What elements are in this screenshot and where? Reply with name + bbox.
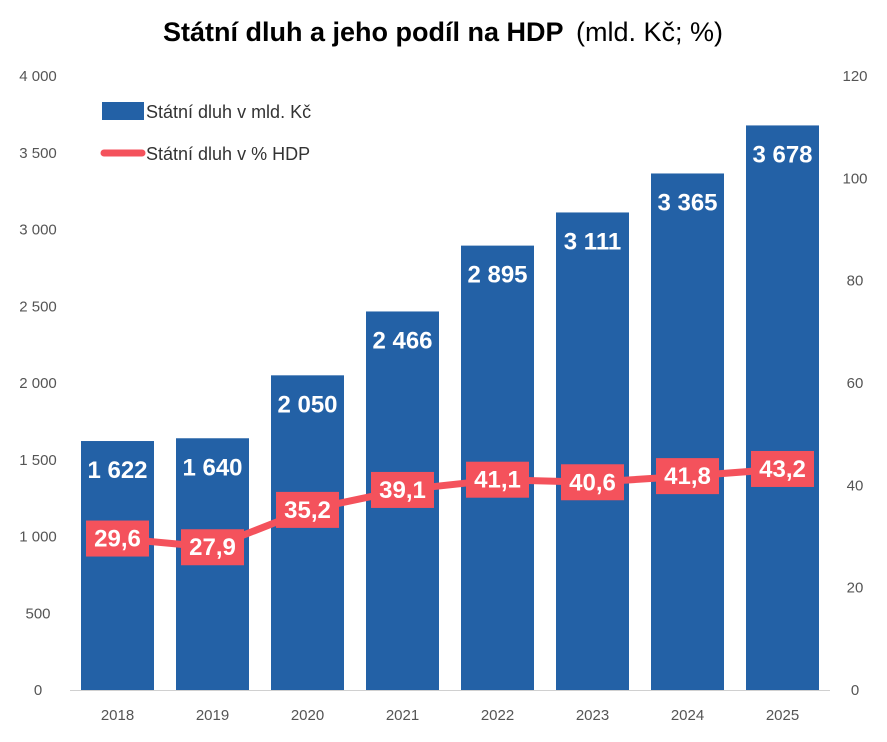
line-label-box [86,520,149,557]
chart-title-unit: (mld. Kč; %) [576,17,723,47]
line-value-label: 39,1 [379,477,426,504]
y-right-tick-label: 80 [847,273,864,290]
line-label-box [466,461,529,498]
line-label-box [561,464,624,501]
x-tick-label: 2024 [671,707,704,724]
y-right-tick-label: 100 [842,170,867,187]
line-value-label: 29,6 [94,526,141,553]
bar [746,125,819,690]
bar-value-label: 1 640 [182,454,242,481]
x-tick-label: 2023 [576,707,609,724]
chart-title-main: Státní dluh a jeho podíl na HDP [163,17,564,47]
y-left-tick-label: 0 [34,682,42,699]
bar-value-label: 1 622 [87,457,147,484]
line-value-label: 41,8 [664,463,711,490]
x-tick-label: 2018 [101,707,134,724]
y-left-tick-label: 1 000 [19,529,57,546]
bar-value-label: 2 466 [372,327,432,354]
y-right-tick-label: 0 [851,682,859,699]
y-left-tick-label: 2 000 [19,375,57,392]
line-label-box [751,450,814,487]
y-left-tick-label: 3 000 [19,222,57,239]
bar-value-label: 3 365 [657,189,717,216]
legend-swatch-bar [102,102,144,120]
line-value-label: 40,6 [569,469,616,496]
legend: Státní dluh v mld. Kč Státní dluh v % HD… [100,102,311,164]
x-tick-label: 2025 [766,707,799,724]
bar [81,441,154,690]
y-right-tick-label: 60 [847,375,864,392]
y-left-tick-label: 500 [25,605,50,622]
x-tick-label: 2022 [481,707,514,724]
y-left-tick-label: 2 500 [19,298,57,315]
legend-label-bar: Státní dluh v mld. Kč [146,102,311,122]
bar [271,375,344,690]
x-tick-label: 2021 [386,707,419,724]
x-tick-label: 2020 [291,707,324,724]
x-tick-label: 2019 [196,707,229,724]
line-label-box [276,491,339,528]
plot-area: 0 500 1 000 1 500 2 000 2 500 3 000 3 500 4 000 0… [19,68,867,724]
bar [556,212,629,691]
y-right-tick-label: 120 [842,68,867,85]
bar [651,173,724,690]
line-label-box [656,458,719,495]
y-left-tick-label: 1 500 [19,452,57,469]
line-label-box [371,471,434,508]
bar-value-label: 2 050 [277,391,337,418]
line-value-label: 27,9 [189,534,236,561]
y-left-tick-label: 4 000 [19,68,57,85]
y-left-tick-label: 3 500 [19,145,57,162]
line-value-label: 35,2 [284,497,331,524]
y-right-tick-label: 20 [847,580,864,597]
bar-value-label: 3 678 [752,141,812,168]
legend-label-line: Státní dluh v % HDP [146,144,310,164]
bar-value-label: 2 895 [467,262,527,289]
chart-title: Státní dluh a jeho podíl na HDP (mld. Kč… [163,17,723,47]
bar-value-label: 3 111 [564,228,621,255]
y-right-tick-label: 40 [847,477,864,494]
line-label-box [181,529,244,566]
line-value-label: 41,1 [474,467,521,494]
line-value-label: 43,2 [759,456,806,483]
